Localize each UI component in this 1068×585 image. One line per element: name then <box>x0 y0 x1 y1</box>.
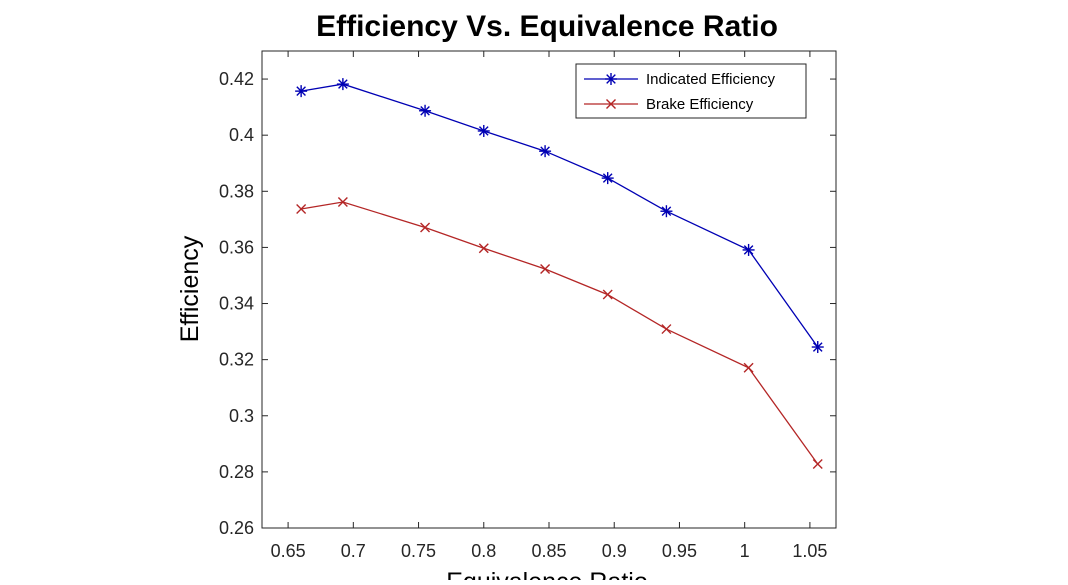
marker-stroke <box>478 243 489 254</box>
y-tick-label: 0.38 <box>219 181 254 201</box>
series-indicated-efficiency <box>295 78 824 354</box>
marker-stroke <box>602 289 613 300</box>
marker-stroke <box>540 146 550 156</box>
x-tick-label: 0.9 <box>602 541 627 561</box>
data-point-brake-efficiency <box>337 196 348 207</box>
chart-title: Efficiency Vs. Equivalence Ratio <box>316 10 778 43</box>
legend: Indicated Efficiency Brake Efficiency <box>575 63 807 119</box>
x-tick-label: 1 <box>740 541 750 561</box>
marker-stroke <box>296 203 307 214</box>
marker-stroke <box>602 173 613 183</box>
y-tick-label: 0.28 <box>219 462 254 482</box>
legend-entry-indicated-efficiency: Indicated Efficiency <box>584 71 775 88</box>
data-point-indicated-efficiency <box>419 104 432 117</box>
legend-marker <box>606 99 616 109</box>
marker-stroke <box>338 79 348 89</box>
axis-ticks: 0.65 0.7 0.75 0.8 0.85 0.9 0.95 1 1.05 0.26 0.28 0.… <box>219 51 836 561</box>
legend-entry-brake-efficiency: Brake Efficiency <box>584 96 754 113</box>
data-point-brake-efficiency <box>602 289 613 300</box>
series-brake-efficiency <box>296 196 823 470</box>
x-tick-label: 0.95 <box>662 541 697 561</box>
data-point-brake-efficiency <box>743 362 754 373</box>
legend-label: Brake Efficiency <box>646 96 754 113</box>
marker-stroke <box>661 324 672 335</box>
x-tick-label: 0.75 <box>401 541 436 561</box>
marker-stroke <box>743 245 754 255</box>
data-point-indicated-efficiency <box>539 145 552 158</box>
x-tick-label: 0.8 <box>471 541 496 561</box>
data-point-indicated-efficiency <box>660 205 673 218</box>
data-point-brake-efficiency <box>661 324 672 335</box>
y-tick-label: 0.32 <box>219 350 254 370</box>
x-tick-label: 0.85 <box>531 541 566 561</box>
marker-stroke <box>420 105 430 116</box>
marker-stroke <box>743 362 754 373</box>
y-tick-label: 0.3 <box>229 406 254 426</box>
data-point-indicated-efficiency <box>811 341 824 354</box>
marker-stroke <box>420 222 431 233</box>
y-tick-label: 0.42 <box>219 69 254 89</box>
marker-stroke <box>606 74 616 84</box>
marker-stroke <box>540 264 551 275</box>
marker-stroke <box>812 342 823 352</box>
data-point-indicated-efficiency <box>601 172 614 185</box>
plot-area <box>261 50 837 529</box>
y-tick-label: 0.26 <box>219 518 254 538</box>
x-tick-label: 0.7 <box>341 541 366 561</box>
marker-stroke <box>478 126 489 136</box>
data-point-indicated-efficiency <box>295 85 308 98</box>
marker-stroke <box>661 206 672 217</box>
marker-stroke <box>812 459 823 470</box>
y-axis-label: Efficiency <box>176 235 204 342</box>
marker-stroke <box>337 196 348 207</box>
data-point-indicated-efficiency <box>742 243 755 256</box>
x-axis-label: Equivalence Ratio <box>446 568 648 580</box>
legend-box <box>575 63 807 119</box>
y-tick-label: 0.34 <box>219 294 254 314</box>
x-tick-label: 0.65 <box>271 541 306 561</box>
data-point-indicated-efficiency <box>477 124 490 137</box>
data-point-indicated-efficiency <box>336 78 349 91</box>
marker-stroke <box>606 99 616 109</box>
series-group <box>295 78 824 470</box>
data-point-brake-efficiency <box>812 459 823 470</box>
data-point-brake-efficiency <box>540 264 551 275</box>
x-tick-label: 1.05 <box>792 541 827 561</box>
data-point-brake-efficiency <box>420 222 431 233</box>
marker-stroke <box>296 86 306 96</box>
legend-marker <box>605 73 617 85</box>
data-point-brake-efficiency <box>478 243 489 254</box>
data-point-brake-efficiency <box>296 203 307 214</box>
legend-label: Indicated Efficiency <box>646 71 775 88</box>
y-tick-label: 0.36 <box>219 237 254 257</box>
y-tick-label: 0.4 <box>229 125 254 145</box>
legend-items: Indicated Efficiency Brake Efficiency <box>584 71 775 113</box>
